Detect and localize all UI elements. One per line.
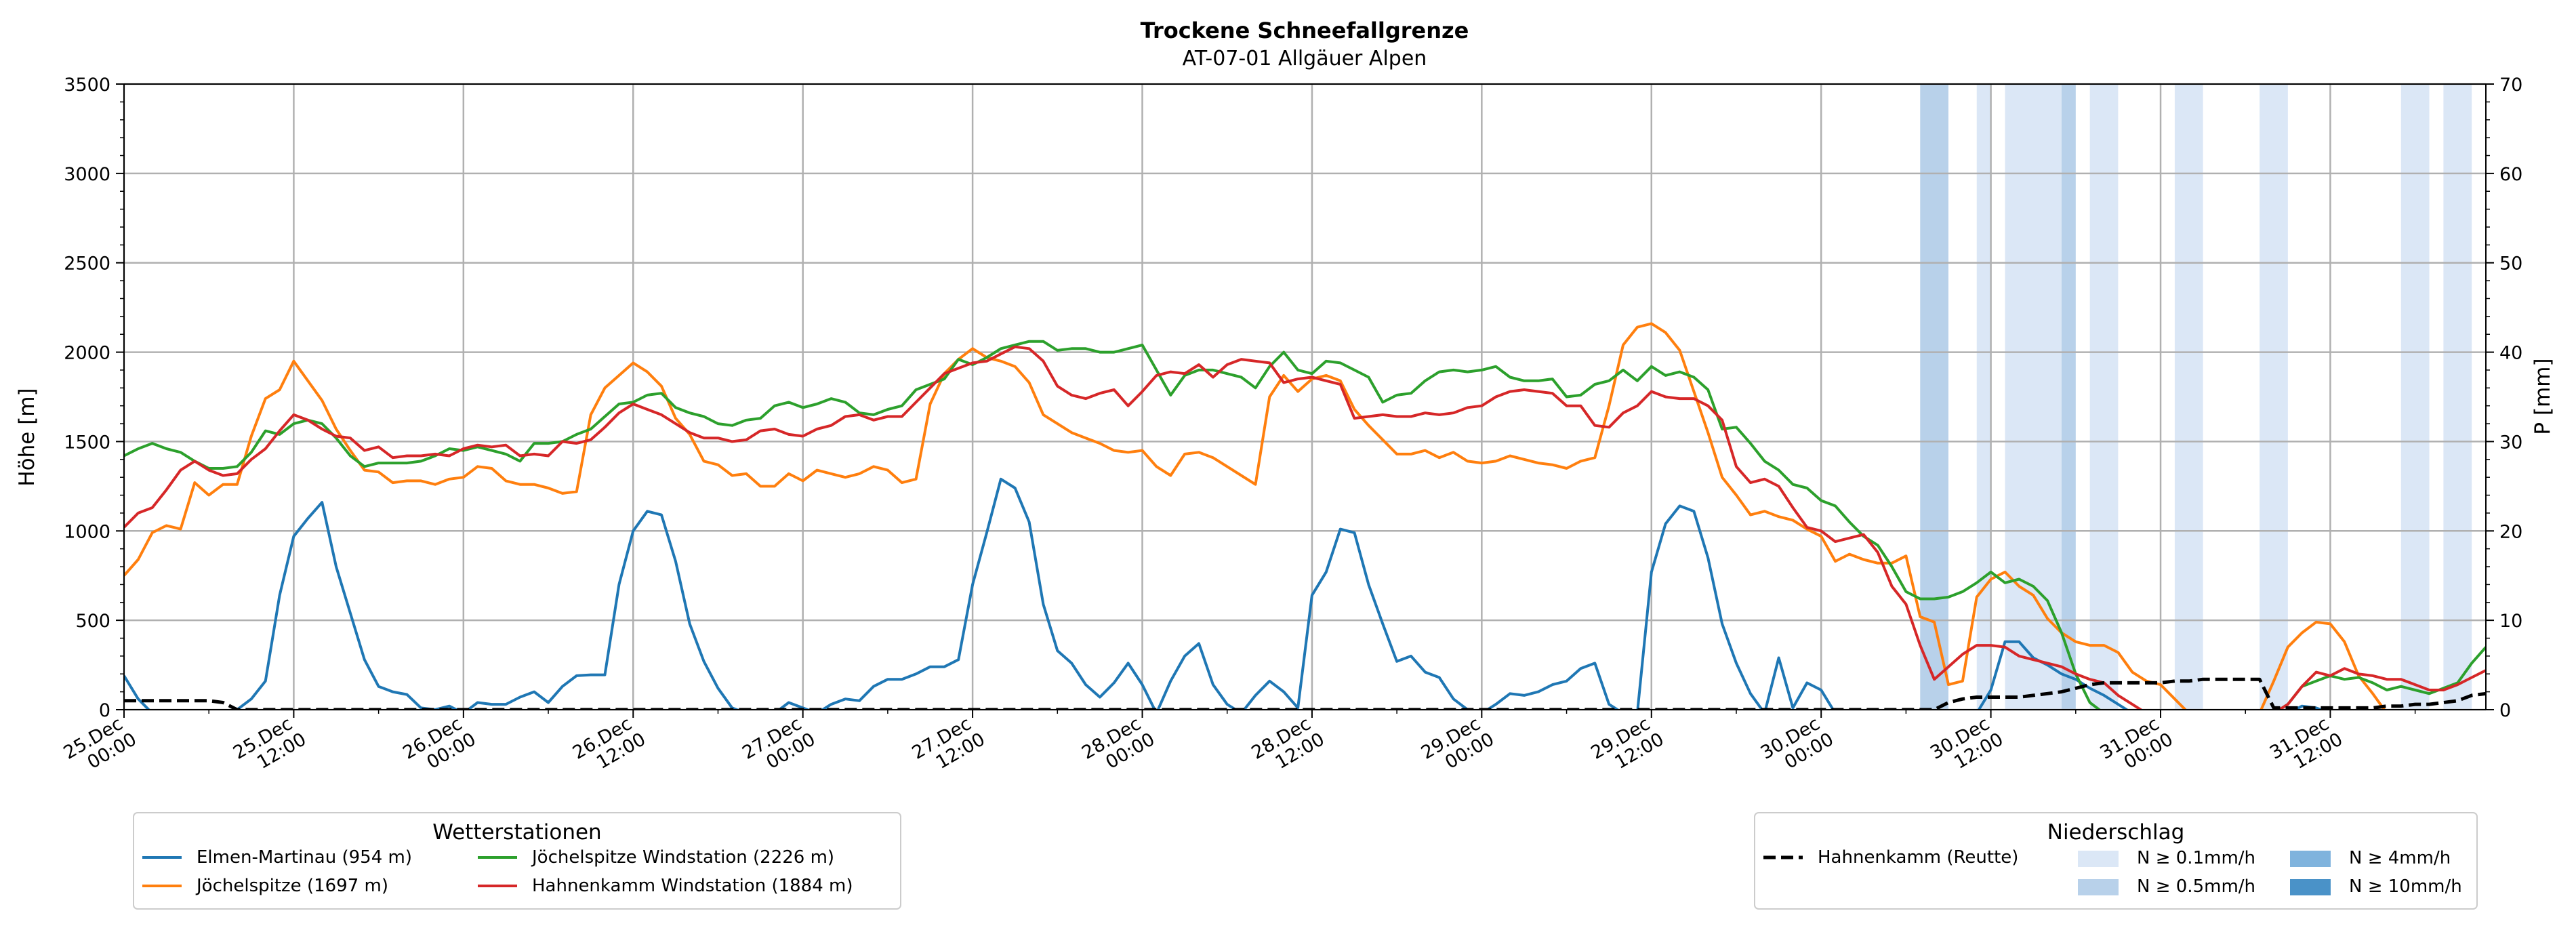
legend-label: Hahnenkamm Windstation (1884 m) [532,876,853,896]
y-axis-label-right: P [mm] [2531,358,2555,434]
legend-title: Wetterstationen [432,820,601,845]
legend-box [133,812,901,910]
legend-swatch [2290,879,2331,895]
y-tick-label-left: 1500 [64,432,110,453]
y-tick-label-right: 20 [2499,521,2522,542]
y-tick-label-left: 500 [75,611,110,632]
series-line [124,340,2486,710]
y-tick-label-right: 60 [2499,164,2522,185]
y-tick-label-left: 2500 [64,254,110,275]
legend-label: N ≥ 4mm/h [2349,848,2451,868]
plot-frame [123,83,2487,710]
series-line [124,345,2486,710]
precip-band [2005,84,2062,710]
legend-label: Hahnenkamm (Reutte) [1818,847,2018,868]
y-tick-label-right: 30 [2499,432,2522,453]
legend-stations: Wetterstationen Elmen-Martinau (954 m) Jöc… [133,812,901,910]
precip-band [1976,84,1991,710]
legend-swatch [2078,879,2119,895]
chart-subtitle: AT-07-01 Allgäuer Alpen [1183,47,1427,70]
y-tick-label-left: 3000 [64,164,110,185]
y-tick-label-right: 0 [2499,700,2511,721]
y-axis-label-left: Höhe [m] [15,388,39,486]
legend-label: Elmen-Martinau (954 m) [197,847,412,868]
y-tick-label-right: 50 [2499,254,2522,275]
precip-band [2400,84,2430,710]
legend-precip: Niederschlag Hahnenkamm (Reutte) N ≥ 0.1mm… [1754,812,2478,910]
precip-band [2260,84,2288,710]
legend-label: Jöchelspitze Windstation (2226 m) [531,847,834,868]
precip-band [2174,84,2203,710]
y-tick-label-left: 3500 [64,75,110,96]
precip-band [2089,84,2119,710]
precip-band [1920,84,1949,710]
y-tick-label-left: 0 [99,700,110,721]
legend-swatch [2290,851,2331,867]
legend-title: Niederschlag [2047,820,2185,845]
y-tick-label-right: 40 [2499,343,2522,364]
y-tick-label-right: 70 [2499,75,2522,96]
precip-bands [1920,84,2472,710]
grid-lines [123,83,2486,711]
series-line [124,677,2486,710]
legend-swatch [2078,851,2119,867]
y-tick-label-left: 2000 [64,343,110,364]
legend-label: N ≥ 0.5mm/h [2137,876,2255,897]
chart-title: Trockene Schneefallgrenze [1141,18,1469,43]
series-lines [124,322,2486,710]
legend-label: N ≥ 10mm/h [2349,876,2462,897]
series-line [124,477,2325,710]
y-tick-label-right: 10 [2499,611,2522,632]
series-line [124,322,2386,710]
axes: 0 500 1000 1500 2000 2500 3000 3500 0 10 20 30 40 50 6… [60,75,2523,773]
legend-label: N ≥ 0.1mm/h [2137,848,2255,868]
y-tick-label-left: 1000 [64,521,110,542]
precip-band [2443,84,2472,710]
precip-band [2061,84,2076,710]
legend-label: Jöchelspitze (1697 m) [195,876,388,896]
